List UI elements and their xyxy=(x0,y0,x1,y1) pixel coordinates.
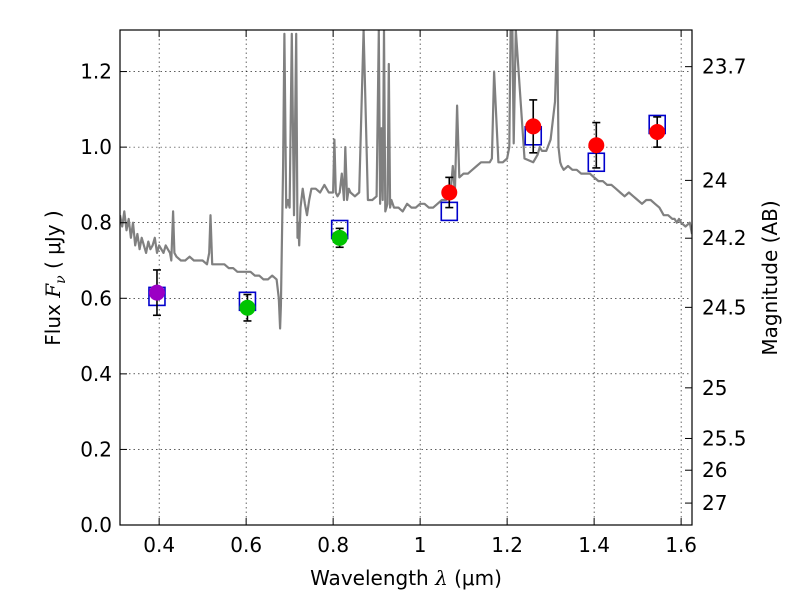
mag-tick-label: 25 xyxy=(702,376,727,400)
model-spectrum-line xyxy=(120,30,692,330)
y-axis-title: Flux Fν ( μJy ) xyxy=(41,210,69,345)
x-tick-label: 0.6 xyxy=(230,533,262,557)
x-tick-label: 1.6 xyxy=(665,533,697,557)
x-tick-label: 1.4 xyxy=(578,533,610,557)
axes: 0.4 0.6 0.8 1 1.2 1.4 1.6 0.0 0.2 0.4 0.6 0.8 1.0 1.2… xyxy=(80,30,747,557)
mag-tick-label: 23.7 xyxy=(702,55,747,79)
observed-point xyxy=(441,184,458,201)
y-tick-label: 0.0 xyxy=(80,513,112,537)
mag-tick-label: 27 xyxy=(702,491,727,515)
y-tick-label: 1.0 xyxy=(80,135,112,159)
y-tick-label: 0.8 xyxy=(80,211,112,235)
plot-frame xyxy=(119,29,693,526)
mag-tick-label: 24.2 xyxy=(702,226,747,250)
grid xyxy=(120,30,692,526)
observed-point xyxy=(649,124,666,141)
mag-tick-label: 24.5 xyxy=(702,295,747,319)
observed-point xyxy=(525,118,542,135)
x-tick-label: 0.4 xyxy=(143,533,175,557)
observed-point xyxy=(331,229,348,246)
mag-tick-label: 25.5 xyxy=(702,426,747,450)
observed-point xyxy=(148,284,165,301)
x-axis-title: Wavelength λ (μm) xyxy=(310,566,502,590)
mag-tick-label: 26 xyxy=(702,458,727,482)
y2-axis-title: Magnitude (AB) xyxy=(758,200,782,355)
observed-point xyxy=(588,137,605,154)
y-tick-label: 0.4 xyxy=(80,362,112,386)
observed-point xyxy=(239,299,256,316)
x-tick-label: 1 xyxy=(414,533,427,557)
plot-area xyxy=(120,30,692,330)
x-tick-label: 0.8 xyxy=(317,533,349,557)
mag-tick-label: 24 xyxy=(702,168,727,192)
y-tick-label: 0.2 xyxy=(80,437,112,461)
x-tick-label: 1.2 xyxy=(491,533,523,557)
y-tick-label: 1.2 xyxy=(80,60,112,84)
y-tick-label: 0.6 xyxy=(80,286,112,310)
